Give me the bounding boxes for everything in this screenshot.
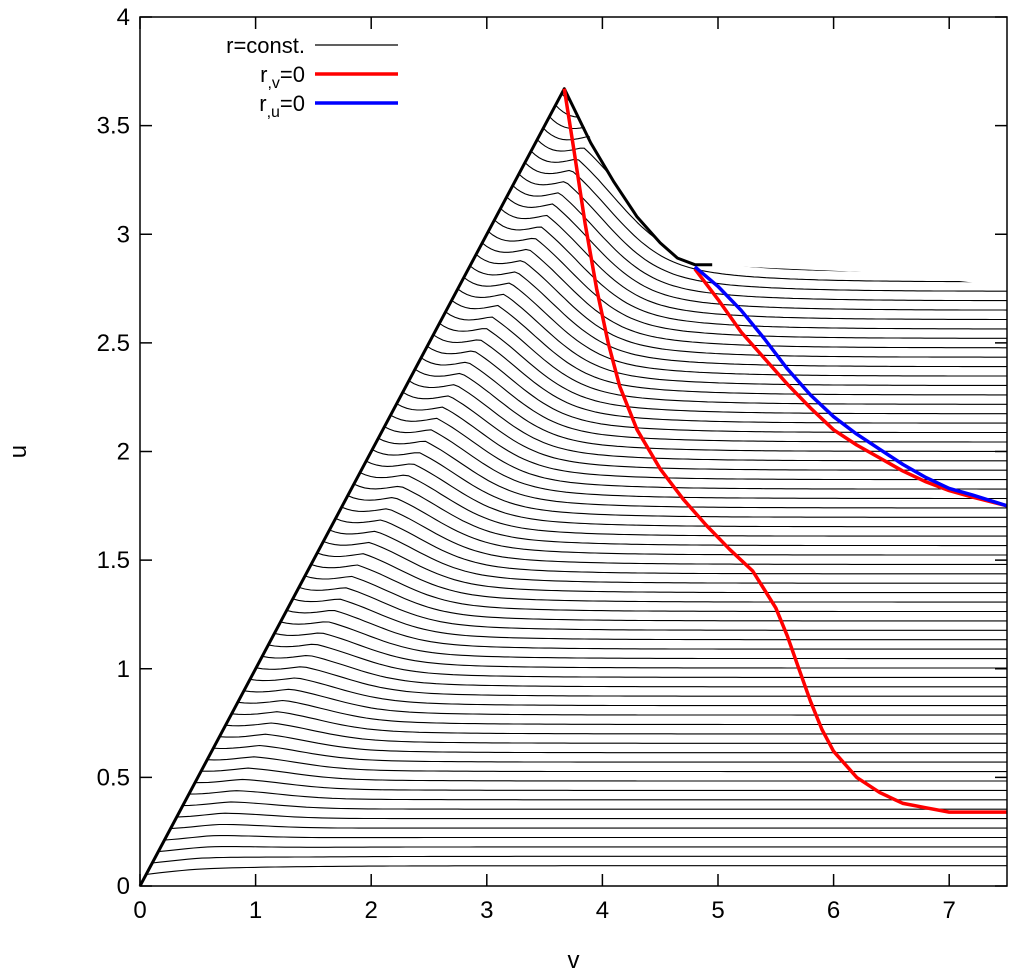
contour-line bbox=[164, 835, 1007, 841]
x-tick-label: 4 bbox=[596, 897, 609, 924]
contour-line bbox=[542, 127, 1007, 255]
contour-line bbox=[518, 173, 1007, 292]
y-tick-label: 2.5 bbox=[97, 330, 130, 357]
contour-line bbox=[152, 855, 1007, 864]
contour-line bbox=[378, 437, 1007, 509]
contour-line bbox=[231, 711, 1007, 735]
y-tick-label: 2 bbox=[117, 439, 130, 466]
contour-line bbox=[457, 288, 1007, 386]
contour-line bbox=[384, 426, 1007, 500]
contour-line bbox=[225, 722, 1007, 744]
contour-line bbox=[408, 380, 1007, 462]
r-const-contours bbox=[146, 88, 1007, 876]
contour-line bbox=[243, 688, 1007, 716]
series-r_v_zero bbox=[562, 88, 1007, 814]
contour-line bbox=[347, 495, 1007, 556]
contour-line bbox=[402, 391, 1007, 471]
contour-line bbox=[292, 598, 1007, 641]
x-tick-label: 6 bbox=[827, 897, 840, 924]
contour-line bbox=[286, 609, 1007, 650]
contour-line bbox=[256, 666, 1007, 697]
contour-line bbox=[158, 846, 1007, 853]
x-tick-label: 0 bbox=[133, 897, 146, 924]
contour-line bbox=[506, 196, 1007, 311]
legend-label-r-v-zero: r,v=0 bbox=[260, 62, 305, 92]
contour-line bbox=[433, 334, 1007, 424]
contour-line bbox=[500, 208, 1007, 321]
contour-line bbox=[365, 460, 1007, 528]
contour-line bbox=[536, 139, 1007, 264]
contour-line bbox=[549, 116, 1007, 245]
contour-line bbox=[323, 540, 1007, 594]
contour-line bbox=[237, 699, 1007, 726]
series-layer bbox=[138, 87, 1008, 887]
contour-line bbox=[426, 345, 1007, 434]
contour-line bbox=[298, 586, 1007, 631]
y-axis-label: u bbox=[5, 445, 32, 458]
contour-line bbox=[420, 357, 1007, 443]
contour-line bbox=[341, 506, 1007, 565]
contour-line bbox=[274, 632, 1007, 669]
y-tick-label: 1.5 bbox=[97, 547, 130, 574]
legend-label-r-u-zero: r,u=0 bbox=[259, 91, 305, 121]
contour-line bbox=[439, 322, 1007, 415]
contour-line bbox=[512, 185, 1007, 302]
contour-line bbox=[262, 655, 1007, 688]
contour-line bbox=[463, 276, 1007, 377]
x-axis-label: v bbox=[568, 947, 580, 974]
x-tick-label: 3 bbox=[480, 897, 493, 924]
y-tick-label: 4 bbox=[117, 4, 130, 31]
contour-line bbox=[555, 104, 1007, 236]
contour-line bbox=[207, 756, 1007, 773]
contour-line bbox=[268, 643, 1007, 678]
contour-line bbox=[353, 483, 1007, 547]
contour-line bbox=[182, 801, 1007, 810]
contour-line bbox=[494, 219, 1007, 330]
contour-line bbox=[567, 88, 1007, 217]
contour-line bbox=[487, 231, 1007, 339]
contour-line bbox=[146, 865, 1007, 876]
x-tick-label: 7 bbox=[943, 897, 956, 924]
contour-line bbox=[310, 563, 1007, 613]
contour-line bbox=[414, 368, 1007, 452]
x-tick-label: 2 bbox=[365, 897, 378, 924]
contour-line bbox=[524, 162, 1007, 283]
y-tick-label: 1 bbox=[117, 656, 130, 683]
contour-line bbox=[280, 621, 1007, 660]
contour-line bbox=[176, 812, 1007, 820]
y-tick-label: 0.5 bbox=[97, 764, 130, 791]
contour-line bbox=[170, 823, 1007, 830]
contour-line bbox=[359, 472, 1007, 537]
contour-line bbox=[317, 552, 1007, 603]
contour-line bbox=[304, 575, 1007, 622]
x-tick-label: 5 bbox=[711, 897, 724, 924]
contour-line bbox=[219, 733, 1007, 754]
contour-line bbox=[371, 449, 1007, 518]
contour-line bbox=[329, 529, 1007, 584]
legend-label-r-const: r=const. bbox=[226, 33, 305, 58]
contour-line bbox=[213, 744, 1007, 763]
contour-line bbox=[249, 677, 1007, 707]
contour-line bbox=[396, 403, 1007, 481]
contour-line bbox=[201, 767, 1007, 782]
x-tick-label: 1 bbox=[249, 897, 262, 924]
contour-line bbox=[194, 778, 1007, 791]
contour-line bbox=[445, 311, 1007, 405]
axis-ticks: 0 1 2 3 4 5 6 7 0 0.5 1 1.5 2 2.5 3 3.5 4 bbox=[97, 4, 1007, 924]
contour-line bbox=[475, 253, 1007, 358]
legend: r=const. r,v=0 r,u=0 bbox=[226, 33, 398, 121]
contour-line bbox=[390, 414, 1007, 490]
contour-line bbox=[469, 265, 1007, 368]
contour-line bbox=[451, 299, 1007, 396]
y-tick-label: 3 bbox=[117, 221, 130, 248]
contour-line bbox=[481, 242, 1007, 349]
y-tick-label: 3.5 bbox=[97, 113, 130, 140]
series-boundary bbox=[138, 87, 713, 887]
contour-line bbox=[188, 790, 1007, 801]
series-r_u_zero bbox=[693, 265, 1008, 508]
contour-line bbox=[335, 517, 1007, 575]
y-tick-label: 0 bbox=[117, 873, 130, 900]
series-r_v_zero_upper bbox=[693, 267, 1008, 508]
